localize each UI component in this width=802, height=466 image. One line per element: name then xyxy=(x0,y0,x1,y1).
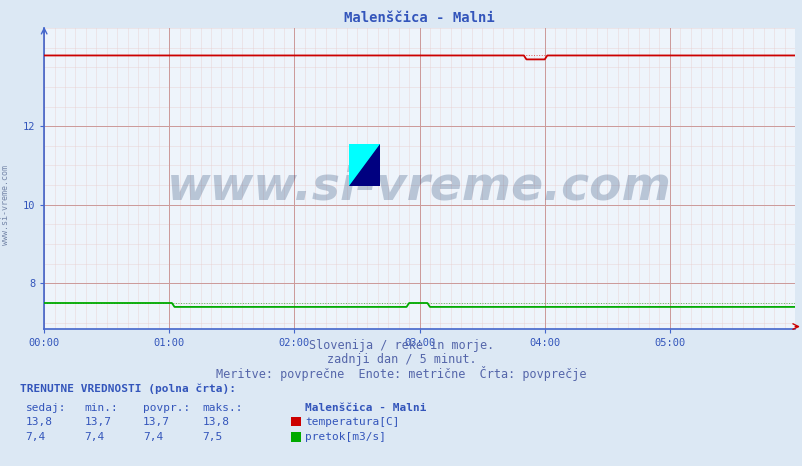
Text: 13,8: 13,8 xyxy=(26,417,53,427)
Text: 13,8: 13,8 xyxy=(202,417,229,427)
Text: Malenščica - Malni: Malenščica - Malni xyxy=(305,403,426,413)
Text: 13,7: 13,7 xyxy=(143,417,170,427)
Text: maks.:: maks.: xyxy=(202,403,242,413)
Text: Slovenija / reke in morje.: Slovenija / reke in morje. xyxy=(309,339,493,351)
Text: min.:: min.: xyxy=(84,403,118,413)
Text: povpr.:: povpr.: xyxy=(143,403,190,413)
Text: zadnji dan / 5 minut.: zadnji dan / 5 minut. xyxy=(326,354,476,366)
Polygon shape xyxy=(349,144,379,186)
Title: Malenščica - Malni: Malenščica - Malni xyxy=(344,11,494,26)
Text: temperatura[C]: temperatura[C] xyxy=(305,417,399,427)
Text: www.si-vreme.com: www.si-vreme.com xyxy=(1,165,10,245)
Text: 13,7: 13,7 xyxy=(84,417,111,427)
Text: 7,4: 7,4 xyxy=(143,432,163,442)
Text: pretok[m3/s]: pretok[m3/s] xyxy=(305,432,386,442)
Text: Meritve: povprečne  Enote: metrične  Črta: povprečje: Meritve: povprečne Enote: metrične Črta:… xyxy=(216,366,586,381)
Text: TRENUTNE VREDNOSTI (polna črta):: TRENUTNE VREDNOSTI (polna črta): xyxy=(20,384,236,394)
Text: 7,5: 7,5 xyxy=(202,432,222,442)
Text: sedaj:: sedaj: xyxy=(26,403,66,413)
Text: 7,4: 7,4 xyxy=(84,432,104,442)
Text: 7,4: 7,4 xyxy=(26,432,46,442)
Text: www.si-vreme.com: www.si-vreme.com xyxy=(167,165,671,210)
Polygon shape xyxy=(349,144,379,186)
